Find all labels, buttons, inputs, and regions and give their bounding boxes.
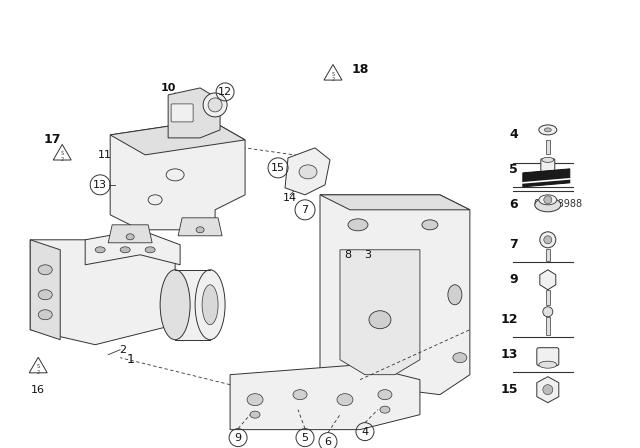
Text: S
2: S 2 [36, 364, 40, 375]
Ellipse shape [380, 406, 390, 413]
Text: 4: 4 [362, 426, 369, 437]
FancyBboxPatch shape [546, 317, 550, 335]
Circle shape [203, 93, 227, 117]
FancyBboxPatch shape [546, 290, 550, 305]
Polygon shape [30, 240, 60, 340]
Text: 13: 13 [500, 348, 518, 361]
Text: 16: 16 [31, 385, 45, 395]
FancyBboxPatch shape [541, 159, 555, 183]
Polygon shape [285, 148, 330, 195]
Text: 3: 3 [364, 250, 371, 260]
Polygon shape [523, 169, 570, 187]
Ellipse shape [337, 394, 353, 405]
Polygon shape [320, 195, 470, 210]
Text: 2: 2 [120, 345, 127, 355]
FancyBboxPatch shape [171, 104, 193, 122]
Ellipse shape [299, 165, 317, 179]
Polygon shape [340, 250, 420, 375]
Ellipse shape [539, 195, 557, 205]
Text: 13: 13 [93, 180, 107, 190]
FancyBboxPatch shape [546, 249, 550, 261]
Polygon shape [540, 270, 556, 290]
Ellipse shape [145, 247, 155, 253]
Ellipse shape [247, 394, 263, 405]
Text: 17: 17 [44, 134, 61, 146]
Text: S
2: S 2 [332, 72, 335, 82]
Ellipse shape [120, 247, 130, 253]
Ellipse shape [126, 234, 134, 240]
Ellipse shape [539, 125, 557, 135]
Polygon shape [230, 365, 420, 430]
Ellipse shape [453, 353, 467, 363]
Polygon shape [537, 377, 559, 403]
Ellipse shape [38, 310, 52, 320]
Polygon shape [108, 225, 152, 243]
Text: 5: 5 [301, 433, 308, 443]
Ellipse shape [448, 285, 462, 305]
Polygon shape [30, 240, 175, 345]
Polygon shape [168, 88, 220, 138]
Circle shape [543, 385, 553, 395]
Ellipse shape [195, 270, 225, 340]
Ellipse shape [542, 157, 554, 162]
Text: 14: 14 [283, 193, 297, 203]
Circle shape [540, 232, 556, 248]
Ellipse shape [202, 285, 218, 325]
Ellipse shape [539, 361, 557, 368]
Text: 8: 8 [344, 250, 351, 260]
Ellipse shape [38, 265, 52, 275]
Text: 6: 6 [324, 437, 332, 447]
Text: S
2: S 2 [61, 151, 64, 162]
Text: 7: 7 [301, 205, 308, 215]
Polygon shape [85, 230, 180, 265]
Circle shape [544, 236, 552, 244]
FancyBboxPatch shape [537, 348, 559, 366]
Circle shape [544, 196, 552, 204]
Ellipse shape [293, 390, 307, 400]
Ellipse shape [378, 390, 392, 400]
Circle shape [543, 307, 553, 317]
Circle shape [208, 98, 222, 112]
Ellipse shape [250, 411, 260, 418]
Polygon shape [110, 120, 245, 155]
Text: 4: 4 [509, 129, 518, 142]
Text: 5: 5 [509, 164, 518, 177]
Text: 18: 18 [351, 64, 369, 77]
Text: 15: 15 [271, 163, 285, 173]
Text: 1: 1 [126, 353, 134, 366]
Ellipse shape [369, 311, 391, 329]
Text: 12: 12 [218, 87, 232, 97]
Polygon shape [178, 218, 222, 236]
Ellipse shape [422, 220, 438, 230]
Text: 9: 9 [509, 273, 518, 286]
Ellipse shape [160, 270, 190, 340]
Text: 9: 9 [234, 433, 242, 443]
Ellipse shape [95, 247, 105, 253]
Polygon shape [110, 120, 245, 230]
Ellipse shape [348, 219, 368, 231]
Ellipse shape [38, 290, 52, 300]
Polygon shape [320, 195, 470, 395]
Text: 7: 7 [509, 238, 518, 251]
FancyBboxPatch shape [546, 140, 550, 154]
Text: 10: 10 [161, 83, 176, 93]
Text: 00178988: 00178988 [533, 199, 582, 209]
Text: 6: 6 [509, 198, 518, 211]
Text: 12: 12 [500, 313, 518, 326]
Ellipse shape [535, 198, 561, 212]
Text: 11: 11 [98, 150, 112, 160]
Ellipse shape [544, 128, 551, 132]
Polygon shape [175, 270, 210, 340]
Ellipse shape [196, 227, 204, 233]
Text: 15: 15 [500, 383, 518, 396]
